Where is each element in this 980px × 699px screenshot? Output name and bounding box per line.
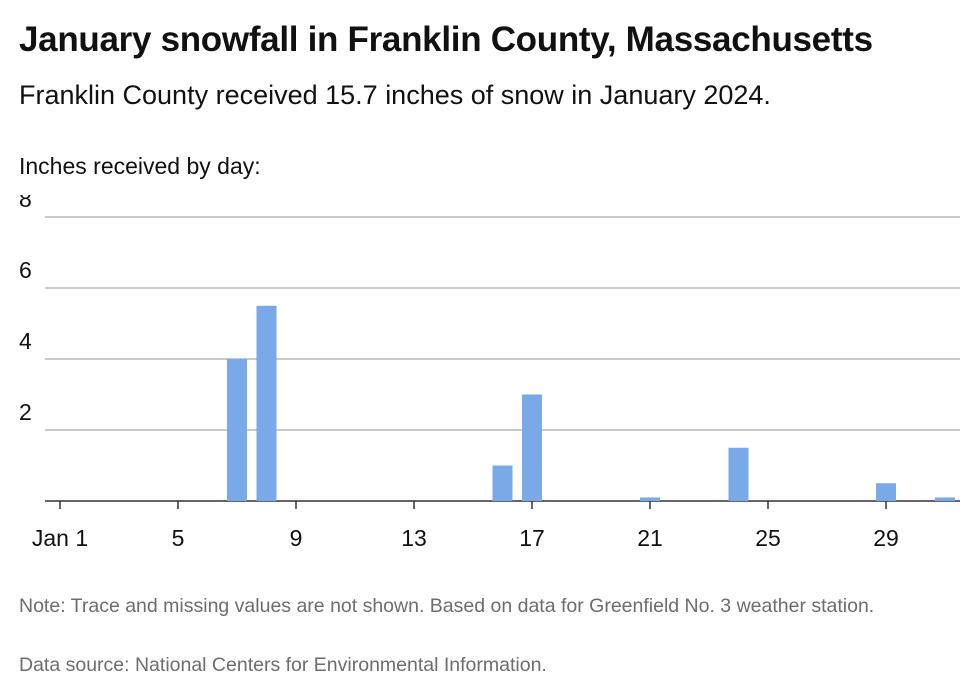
x-tick-label: 29 (873, 525, 899, 551)
chart-note: Note: Trace and missing values are not s… (19, 595, 875, 617)
x-tick-label: Jan 1 (32, 525, 88, 551)
snowfall-bar-chart: 2 4 6 8 Jan 1 5 9 13 17 21 25 29 (19, 195, 960, 551)
x-tick-label: 21 (637, 525, 663, 551)
data-bar (522, 394, 542, 501)
data-source: Data source: National Centers for Enviro… (19, 654, 547, 676)
data-bar (728, 447, 749, 501)
data-bar (492, 465, 513, 501)
data-bar (227, 359, 247, 501)
data-bar (640, 497, 660, 501)
x-tick-label: 13 (401, 525, 427, 551)
data-bar (256, 305, 277, 501)
y-tick-label: 8 (19, 195, 32, 212)
x-tick-label: 9 (290, 525, 303, 551)
y-tick-label: 6 (19, 257, 32, 283)
data-bar (935, 497, 955, 501)
chart-title: January snowfall in Franklin County, Mas… (19, 20, 873, 59)
chart-subtitle: Franklin County received 15.7 inches of … (19, 80, 771, 110)
y-axis-caption: Inches received by day: (19, 153, 261, 179)
x-tick-label: 25 (755, 525, 781, 551)
y-tick-label: 4 (19, 328, 32, 354)
x-tick-label: 17 (519, 525, 545, 551)
y-tick-label: 2 (19, 399, 32, 425)
x-tick-label: 5 (172, 525, 185, 551)
data-bar (876, 483, 896, 501)
